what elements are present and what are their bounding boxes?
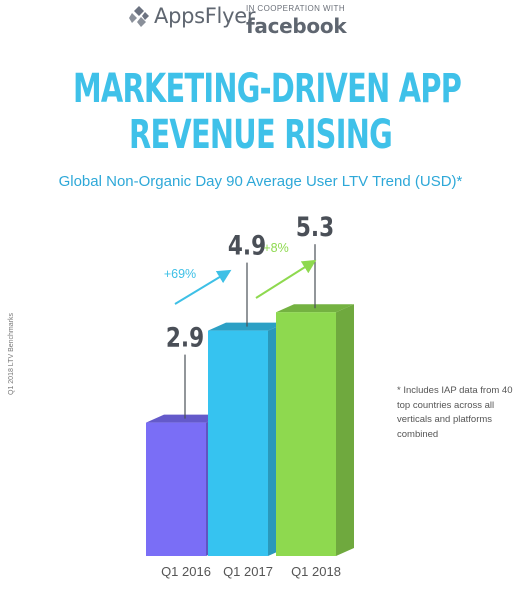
bar [208,330,268,556]
growth-arrow [174,269,232,305]
brand-name: AppsFlyer [154,4,256,28]
appsflyer-logo: AppsFlyer [128,4,255,28]
title-line-2: REVENUE RISING [128,112,393,158]
bar-side-face [336,304,354,556]
value-label: 2.9 [166,321,204,353]
bar [146,422,206,556]
bar-q1-2017 [208,322,286,556]
bar [276,312,336,556]
title-line-1: MARKETING-DRIVEN APP [72,66,462,112]
growth-arrow [255,259,317,299]
category-label: Q1 2017 [223,564,273,579]
change-label: +8% [263,241,288,255]
header: AppsFlyer IN COOPERATION WITH facebook [0,0,521,40]
change-label: +69% [164,267,196,281]
category-label: Q1 2018 [291,564,341,579]
footnote: * Includes IAP data from 40 top countrie… [397,385,513,440]
cooperation-label: IN COOPERATION WITH [246,4,346,13]
category-label: Q1 2016 [161,564,211,579]
value-label: 5.3 [296,211,334,243]
value-label: 4.9 [228,229,266,261]
bar-q1-2018 [276,304,354,556]
appsflyer-wing-icon [129,6,149,27]
chart-subtitle: Global Non-Organic Day 90 Average User L… [58,173,463,190]
partner-logo: facebook [246,14,347,38]
cooperation-block: IN COOPERATION WITH facebook [246,4,347,38]
